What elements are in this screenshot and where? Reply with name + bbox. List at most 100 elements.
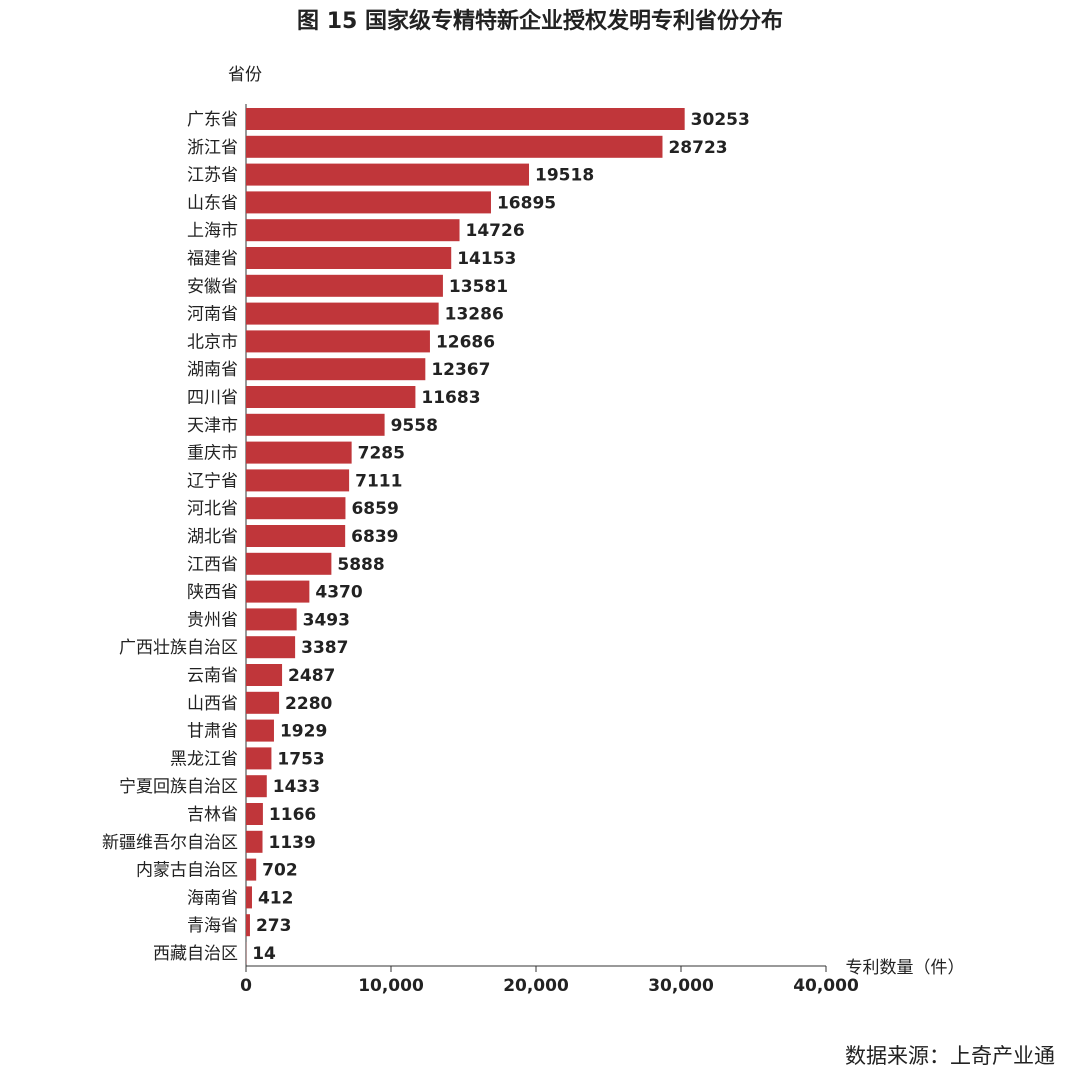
y-tick-label: 广西壮族自治区 bbox=[119, 638, 238, 658]
bar bbox=[246, 441, 352, 464]
y-tick-label: 江苏省 bbox=[187, 166, 238, 186]
bar bbox=[246, 775, 267, 798]
y-tick-label: 新疆维吾尔自治区 bbox=[102, 833, 238, 853]
y-tick-label: 吉林省 bbox=[187, 805, 238, 825]
value-label: 11683 bbox=[421, 388, 480, 408]
y-tick-label: 上海市 bbox=[187, 221, 238, 241]
value-label: 13286 bbox=[445, 305, 504, 325]
y-tick-label: 青海省 bbox=[187, 916, 238, 936]
y-tick-label: 河南省 bbox=[187, 305, 238, 325]
bar bbox=[246, 469, 350, 492]
value-label: 6839 bbox=[351, 527, 398, 547]
value-label: 30253 bbox=[691, 110, 750, 130]
y-tick-label: 陕西省 bbox=[187, 583, 238, 603]
y-tick-label: 山东省 bbox=[187, 193, 238, 213]
y-tick-label: 广东省 bbox=[187, 110, 238, 130]
value-label: 2280 bbox=[285, 694, 332, 714]
y-tick-label: 河北省 bbox=[187, 499, 238, 519]
value-label: 1433 bbox=[273, 777, 320, 797]
y-tick-label: 安徽省 bbox=[187, 277, 238, 297]
y-tick-label: 贵州省 bbox=[187, 610, 238, 630]
value-label: 12686 bbox=[436, 332, 495, 352]
value-label: 9558 bbox=[391, 416, 438, 436]
x-tick-label: 40,000 bbox=[793, 976, 859, 996]
bar bbox=[246, 525, 346, 547]
value-label: 3387 bbox=[301, 638, 348, 658]
value-label: 28723 bbox=[668, 138, 727, 158]
bar bbox=[246, 247, 452, 269]
chart-title: 图 15 国家级专精特新企业授权发明专利省份分布 bbox=[297, 8, 783, 34]
value-label: 12367 bbox=[431, 360, 490, 380]
value-label: 14 bbox=[252, 944, 276, 964]
y-tick-label: 湖北省 bbox=[187, 527, 238, 547]
y-tick-label: 辽宁省 bbox=[187, 471, 238, 491]
bar bbox=[246, 552, 332, 575]
bar bbox=[246, 719, 274, 742]
y-tick-label: 海南省 bbox=[187, 888, 238, 908]
value-label: 2487 bbox=[288, 666, 335, 686]
value-label: 412 bbox=[258, 888, 294, 908]
bar bbox=[246, 135, 663, 158]
bar bbox=[246, 302, 439, 325]
value-label: 1929 bbox=[280, 722, 327, 742]
value-label: 273 bbox=[256, 916, 292, 936]
bar bbox=[246, 413, 385, 436]
y-tick-label: 四川省 bbox=[187, 388, 238, 408]
y-tick-label: 北京市 bbox=[187, 332, 238, 352]
value-label: 1139 bbox=[269, 833, 316, 853]
x-tick-label: 0 bbox=[240, 976, 252, 996]
bar bbox=[246, 914, 250, 937]
y-tick-label: 重庆市 bbox=[187, 444, 238, 464]
bar bbox=[246, 163, 530, 186]
value-label: 5888 bbox=[337, 555, 384, 575]
value-label: 6859 bbox=[351, 499, 398, 519]
bar bbox=[246, 803, 263, 825]
x-tick-label: 30,000 bbox=[648, 976, 714, 996]
y-tick-label: 云南省 bbox=[187, 666, 238, 686]
y-tick-label: 天津市 bbox=[187, 416, 238, 436]
y-tick-label: 内蒙古自治区 bbox=[136, 861, 238, 881]
y-tick-label: 湖南省 bbox=[187, 360, 238, 380]
value-label: 4370 bbox=[315, 583, 362, 603]
x-tick-label: 20,000 bbox=[503, 976, 569, 996]
bar bbox=[246, 358, 426, 381]
x-tick-label: 10,000 bbox=[358, 976, 424, 996]
y-tick-label: 浙江省 bbox=[187, 138, 238, 158]
y-tick-label: 宁夏回族自治区 bbox=[119, 777, 238, 797]
value-label: 13581 bbox=[449, 277, 508, 297]
bar bbox=[246, 886, 252, 909]
value-label: 1753 bbox=[277, 749, 324, 769]
value-label: 7285 bbox=[358, 444, 405, 464]
bar bbox=[246, 664, 283, 686]
bar bbox=[246, 830, 263, 853]
value-label: 7111 bbox=[355, 471, 402, 491]
y-axis-label: 省份 bbox=[228, 65, 262, 85]
source-note: 数据来源：上奇产业通 bbox=[845, 1044, 1055, 1068]
bar bbox=[246, 386, 416, 408]
bar bbox=[246, 191, 491, 214]
bar bbox=[246, 691, 280, 714]
bar bbox=[246, 108, 685, 130]
value-label: 19518 bbox=[535, 166, 594, 186]
value-label: 14726 bbox=[466, 221, 525, 241]
y-tick-label: 甘肃省 bbox=[187, 722, 238, 742]
value-label: 14153 bbox=[457, 249, 516, 269]
bar bbox=[246, 330, 430, 353]
y-tick-label: 西藏自治区 bbox=[153, 944, 238, 964]
bar bbox=[246, 858, 257, 881]
y-tick-label: 山西省 bbox=[187, 694, 238, 714]
value-label: 1166 bbox=[269, 805, 316, 825]
bar bbox=[246, 497, 346, 520]
value-label: 3493 bbox=[303, 610, 350, 630]
bar bbox=[246, 219, 460, 242]
bar bbox=[246, 274, 443, 297]
value-label: 702 bbox=[262, 861, 298, 881]
bar bbox=[246, 608, 297, 631]
bar bbox=[246, 747, 272, 770]
x-axis-label: 专利数量（件） bbox=[846, 958, 965, 978]
y-tick-label: 江西省 bbox=[187, 555, 238, 575]
y-tick-label: 福建省 bbox=[187, 249, 238, 269]
y-tick-label: 黑龙江省 bbox=[170, 749, 238, 769]
value-label: 16895 bbox=[497, 193, 556, 213]
